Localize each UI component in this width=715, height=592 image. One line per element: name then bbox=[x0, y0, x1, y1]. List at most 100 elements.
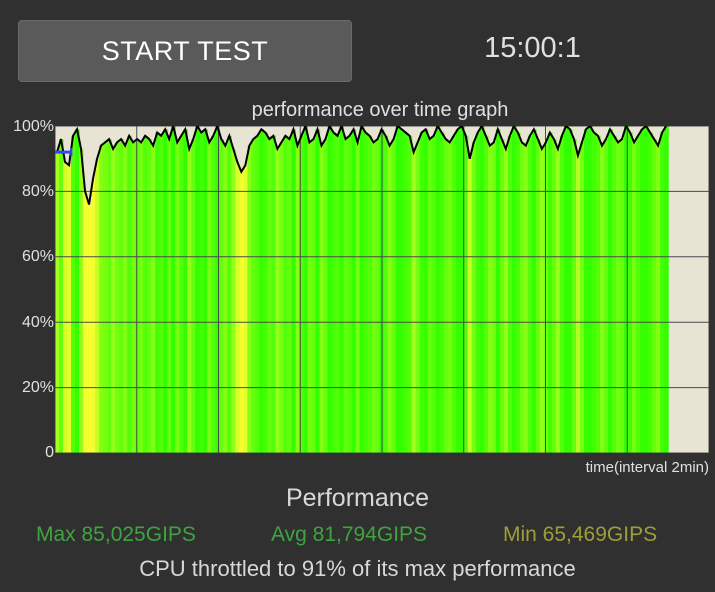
performance-fill-slice bbox=[351, 129, 357, 453]
performance-fill-slice bbox=[175, 142, 180, 453]
performance-fill-slice bbox=[163, 129, 168, 453]
performance-fill-slice bbox=[195, 126, 200, 453]
performance-fill-slice bbox=[403, 132, 409, 453]
performance-fill-slice bbox=[155, 132, 160, 453]
performance-fill-slice bbox=[59, 139, 64, 453]
performance-fill-slice bbox=[447, 142, 453, 453]
performance-fill-slice bbox=[151, 145, 156, 453]
performance-fill-slice bbox=[587, 126, 593, 453]
performance-fill-slice bbox=[119, 139, 124, 453]
performance-fill-slice bbox=[612, 135, 617, 453]
performance-fill-slice bbox=[335, 135, 341, 453]
performance-fill-slice bbox=[455, 129, 461, 453]
y-tick-label: 100% bbox=[13, 118, 54, 135]
performance-fill-slice bbox=[355, 142, 361, 453]
start-test-button[interactable]: START TEST bbox=[18, 20, 352, 82]
performance-fill-slice bbox=[203, 129, 208, 453]
performance-fill-slice bbox=[287, 139, 293, 453]
performance-fill-slice bbox=[387, 145, 393, 453]
performance-fill-slice bbox=[207, 142, 212, 453]
performance-fill-slice bbox=[435, 126, 441, 453]
performance-fill-slice bbox=[459, 126, 465, 453]
performance-fill-slice bbox=[499, 139, 505, 453]
performance-fill-slice bbox=[471, 142, 477, 453]
performance-fill-slice bbox=[475, 132, 481, 453]
performance-fill-slice bbox=[443, 139, 449, 453]
performance-fill-slice bbox=[291, 129, 297, 453]
min-stat: Min 65,469GIPS bbox=[503, 523, 658, 546]
performance-fill-slice bbox=[311, 139, 317, 453]
performance-fill-slice bbox=[251, 139, 256, 453]
test-timer: 15:00:1 bbox=[484, 32, 581, 64]
performance-fill-slice bbox=[347, 135, 353, 453]
performance-fill-slice bbox=[55, 152, 60, 453]
performance-fill-slice bbox=[143, 135, 148, 453]
y-tick-label: 0 bbox=[45, 444, 54, 461]
performance-fill-slice bbox=[555, 148, 561, 453]
performance-fill-slice bbox=[259, 129, 264, 453]
performance-fill-slice bbox=[399, 129, 405, 453]
performance-fill-slice bbox=[519, 142, 525, 453]
performance-fill-slice bbox=[231, 148, 236, 453]
performance-fill-slice bbox=[235, 161, 240, 453]
performance-fill-slice bbox=[487, 145, 493, 453]
performance-fill-slice bbox=[323, 139, 329, 453]
performance-fill-slice bbox=[67, 165, 72, 453]
performance-fill-slice bbox=[644, 126, 649, 453]
performance-fill-slice bbox=[135, 139, 140, 453]
performance-fill-slice bbox=[648, 132, 653, 453]
performance-fill-slice bbox=[660, 132, 665, 453]
performance-fill-slice bbox=[395, 126, 401, 453]
performance-fill-slice bbox=[563, 126, 569, 453]
performance-fill-slice bbox=[439, 132, 445, 453]
performance-fill-slice bbox=[91, 178, 96, 453]
performance-fill-slice bbox=[391, 139, 397, 453]
performance-title: Performance bbox=[285, 484, 430, 512]
performance-fill-slice bbox=[283, 135, 289, 453]
max-stat: Max 85,025GIPS bbox=[36, 523, 196, 546]
chart-grid bbox=[55, 126, 709, 453]
performance-fill-slice bbox=[431, 135, 437, 453]
performance-chart bbox=[55, 126, 709, 453]
performance-fill-slice bbox=[211, 135, 216, 453]
performance-fill-slice bbox=[179, 135, 184, 453]
performance-fill-slice bbox=[127, 135, 132, 453]
performance-fill-slice bbox=[624, 126, 629, 453]
performance-fill-slice bbox=[427, 139, 433, 453]
performance-fill-slice bbox=[543, 142, 549, 453]
performance-fill-slice bbox=[567, 129, 573, 453]
performance-fill-slice bbox=[187, 148, 192, 453]
performance-fill-slice bbox=[95, 158, 100, 453]
performance-fill-slice bbox=[415, 142, 421, 453]
performance-fill-slice bbox=[111, 148, 116, 453]
performance-fill-slice bbox=[103, 142, 108, 453]
performance-fill-slice bbox=[115, 142, 120, 453]
performance-fill-slice bbox=[191, 139, 196, 453]
performance-fill-slice bbox=[535, 139, 541, 453]
y-tick-label: 60% bbox=[21, 248, 54, 265]
performance-fill-slice bbox=[632, 142, 637, 453]
performance-fill-slice bbox=[656, 145, 661, 453]
performance-fill-slice bbox=[620, 139, 625, 453]
performance-fill-slice bbox=[75, 129, 80, 453]
performance-fill-slice bbox=[167, 139, 172, 453]
performance-fill-slice bbox=[87, 204, 92, 453]
performance-fill-slice bbox=[331, 132, 337, 453]
performance-fill-slice bbox=[215, 126, 220, 453]
graph-title: performance over time graph bbox=[251, 99, 509, 121]
performance-fill-slice bbox=[579, 142, 585, 453]
performance-fill-slice bbox=[239, 171, 244, 453]
performance-fill-slice bbox=[71, 135, 76, 453]
performance-fill-slice bbox=[267, 139, 272, 453]
performance-fill-slice bbox=[491, 142, 497, 453]
performance-fill-slice bbox=[539, 148, 545, 453]
performance-fill-slice bbox=[343, 139, 349, 453]
performance-fill-slice bbox=[604, 139, 609, 453]
performance-fill-slice bbox=[363, 132, 369, 453]
performance-fill-slice bbox=[600, 145, 605, 453]
performance-fill-slice bbox=[327, 126, 333, 453]
performance-fill-slice bbox=[640, 129, 645, 453]
performance-fill-slice bbox=[503, 148, 509, 453]
y-tick-label: 20% bbox=[21, 379, 54, 396]
avg-stat: Avg 81,794GIPS bbox=[271, 523, 428, 546]
